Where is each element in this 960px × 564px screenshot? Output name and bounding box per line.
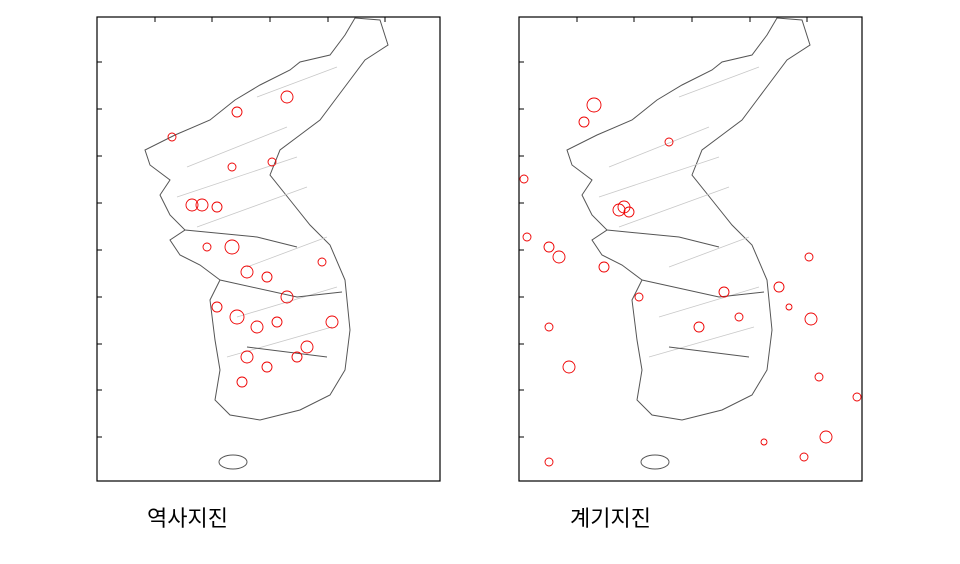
historical-map <box>96 16 441 482</box>
instrumental-map <box>518 16 863 482</box>
panel-label: 역사지진 <box>147 507 228 532</box>
panel-label: 계기지진 <box>570 507 651 532</box>
